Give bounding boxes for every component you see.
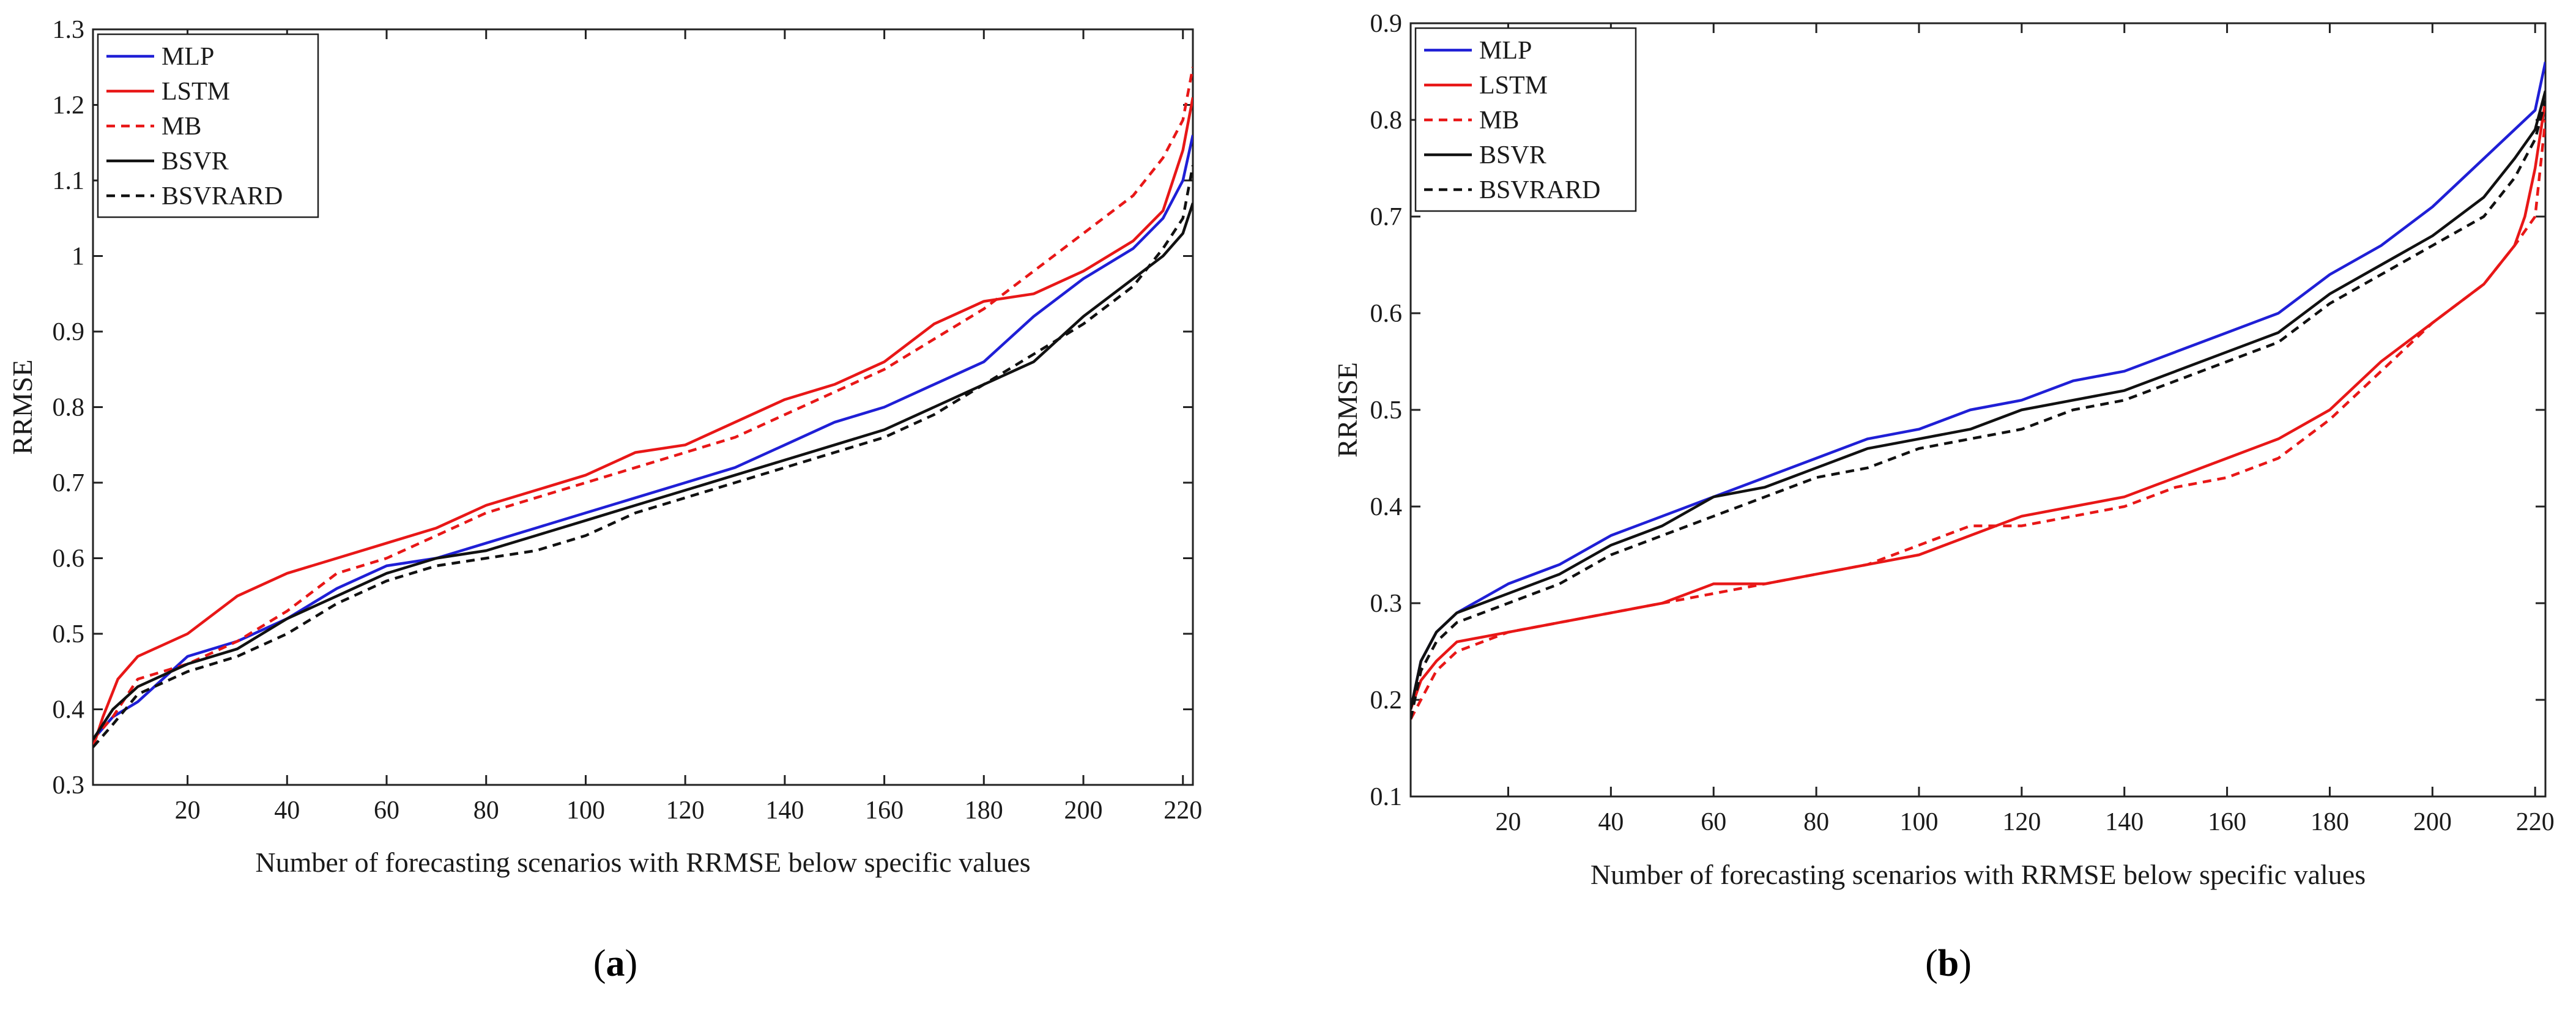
y-tick-label: 0.3: [53, 771, 85, 800]
y-tick-label: 0.4: [53, 696, 85, 724]
x-tick-label: 120: [666, 796, 705, 825]
x-tick-label: 40: [274, 796, 300, 825]
y-tick-label: 0.6: [53, 545, 85, 573]
panel-label-letter: a: [606, 943, 625, 984]
series-line-bsvrard: [1411, 100, 2545, 720]
panel-label-letter: b: [1938, 943, 1959, 984]
x-tick-label: 220: [1164, 796, 1202, 825]
y-tick-label: 0.6: [1370, 300, 1403, 328]
x-tick-label: 160: [865, 796, 904, 825]
legend-box: [1414, 27, 1637, 212]
panel-label-close: ): [625, 943, 638, 984]
y-tick-label: 0.7: [53, 469, 85, 497]
x-tick-label: 60: [1701, 808, 1726, 836]
legend-label-lstm: LSTM: [161, 78, 230, 106]
y-tick-label: 0.7: [1370, 203, 1403, 231]
y-tick-label: 0.2: [1370, 686, 1403, 715]
y-tick-label: 1.3: [53, 16, 85, 44]
x-tick-label: 80: [1803, 808, 1829, 836]
x-tick-label: 140: [765, 796, 804, 825]
series-line-mb: [93, 67, 1193, 741]
x-tick-label: 180: [2311, 808, 2349, 836]
y-tick-label: 0.5: [1370, 396, 1403, 425]
y-axis-label: RRMSE: [1332, 362, 1363, 458]
y-tick-label: 0.4: [1370, 493, 1403, 521]
x-tick-label: 220: [2516, 808, 2555, 836]
legend-label-bsvr: BSVR: [1479, 141, 1546, 169]
legend-label-mlp: MLP: [1479, 37, 1532, 65]
series-line-bsvrard: [93, 165, 1193, 748]
y-tick-label: 1.1: [53, 167, 85, 195]
y-tick-label: 0.8: [1370, 106, 1403, 135]
x-tick-label: 100: [566, 796, 605, 825]
x-tick-label: 100: [1899, 808, 1938, 836]
x-axis-label: Number of forecasting scenarios with RRM…: [1591, 859, 2366, 890]
y-tick-label: 1.2: [53, 92, 85, 120]
x-tick-label: 160: [2208, 808, 2246, 836]
y-tick-label: 1: [72, 243, 84, 271]
y-tick-label: 0.9: [1370, 10, 1403, 38]
series-line-mlp: [1411, 61, 2545, 710]
legend-label-bsvrard: BSVRARD: [161, 182, 283, 210]
panel-label-close: ): [1959, 943, 1972, 984]
x-tick-label: 200: [2413, 808, 2452, 836]
x-tick-label: 120: [2002, 808, 2041, 836]
chart-panel-a: 20 40 60 80 100 120 140 160 180 200 220 0.3 0.4 0.5 0.…: [7, 16, 1202, 984]
series-line-lstm: [93, 97, 1193, 748]
x-tick-label: 140: [2105, 808, 2144, 836]
legend-box: [97, 33, 319, 218]
y-tick-label: 0.5: [53, 620, 85, 648]
x-tick-label: 80: [473, 796, 499, 825]
legend-label-mb: MB: [161, 113, 201, 141]
legend-label-mlp: MLP: [161, 43, 214, 71]
x-tick-label: 180: [965, 796, 1003, 825]
chart-panel-b: 20 40 60 80 100 120 140 160 180 200 220 0.1 0.2 0.3 0.…: [1332, 10, 2555, 984]
y-tick-label: 0.8: [53, 394, 85, 422]
panel-label: (a): [593, 943, 637, 984]
x-tick-label: 40: [1598, 808, 1624, 836]
legend-label-bsvr: BSVR: [161, 147, 229, 176]
legend-label-bsvrard: BSVRARD: [1479, 176, 1600, 204]
y-tick-label: 0.3: [1370, 590, 1403, 618]
x-tick-label: 200: [1064, 796, 1103, 825]
y-tick-label: 0.9: [53, 318, 85, 346]
x-axis-label: Number of forecasting scenarios with RRM…: [255, 847, 1030, 878]
x-tick-label: 60: [374, 796, 399, 825]
series-line-bsvr: [93, 202, 1193, 741]
x-tick-label: 20: [175, 796, 201, 825]
legend-label-lstm: LSTM: [1479, 72, 1548, 100]
series-line-bsvr: [1411, 91, 2545, 710]
panel-label-open: (: [593, 943, 606, 984]
panel-label-open: (: [1925, 943, 1938, 984]
series-line-mlp: [93, 135, 1193, 741]
legend-label-mb: MB: [1479, 106, 1519, 135]
panel-label: (b): [1925, 943, 1972, 984]
y-tick-label: 0.1: [1370, 783, 1403, 811]
series-line-mb: [1411, 119, 2545, 720]
y-axis-label: RRMSE: [7, 360, 38, 455]
x-tick-label: 20: [1495, 808, 1521, 836]
